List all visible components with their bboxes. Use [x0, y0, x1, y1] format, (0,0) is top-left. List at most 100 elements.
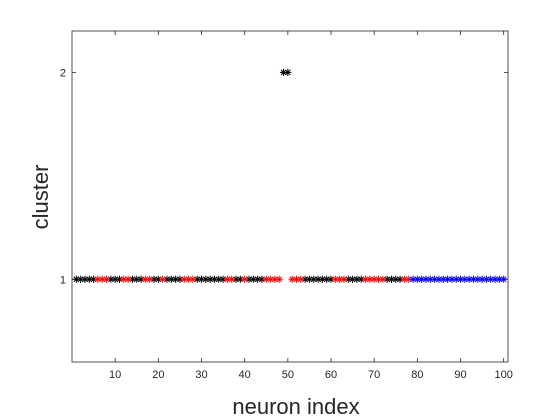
data-point-black [197, 275, 206, 283]
marker-stroke [354, 276, 360, 283]
marker-stroke [276, 276, 283, 283]
data-point-blue [418, 275, 426, 283]
marker-stroke [431, 276, 438, 283]
marker-stroke [440, 276, 447, 283]
marker-stroke [449, 276, 455, 283]
x-tick-label: 100 [495, 369, 513, 381]
marker-stroke [194, 276, 201, 283]
marker-stroke [198, 276, 205, 283]
marker-stroke [388, 276, 395, 283]
marker-stroke [159, 276, 166, 283]
x-axis-label: neuron index [232, 394, 359, 419]
marker-stroke [237, 276, 244, 283]
data-point-red [340, 275, 348, 283]
marker-stroke [146, 276, 153, 283]
marker-stroke [142, 276, 149, 283]
marker-stroke [250, 276, 257, 283]
data-point-red [184, 275, 193, 283]
marker-stroke [436, 276, 442, 283]
data-point-red [159, 275, 167, 283]
data-point-blue [431, 275, 439, 283]
marker-stroke [358, 276, 365, 283]
marker-stroke [470, 276, 477, 283]
marker-stroke [215, 276, 222, 283]
marker-stroke [284, 69, 291, 76]
data-point-red [189, 275, 197, 283]
marker-stroke [315, 276, 321, 283]
marker-stroke [112, 276, 119, 283]
marker-stroke [293, 276, 300, 283]
marker-stroke [133, 276, 140, 283]
data-point-red [124, 275, 132, 283]
data-point-black [249, 275, 257, 283]
data-point-black [206, 275, 214, 283]
marker-stroke [349, 276, 356, 283]
marker-stroke [371, 276, 378, 283]
data-point-black [327, 275, 335, 283]
marker-stroke [77, 276, 84, 283]
marker-stroke [151, 276, 157, 283]
plot-frame [71, 30, 509, 363]
marker-stroke [73, 276, 80, 283]
marker-stroke [375, 276, 382, 283]
marker-stroke [207, 276, 214, 283]
marker-stroke [164, 276, 170, 283]
marker-stroke [90, 276, 97, 283]
marker-stroke [267, 276, 274, 283]
marker-stroke [107, 276, 114, 283]
marker-stroke [289, 276, 296, 283]
data-point-red [288, 275, 296, 283]
marker-stroke [302, 276, 308, 283]
plot-area [71, 30, 509, 363]
marker-stroke [384, 276, 391, 283]
data-point-red [146, 275, 154, 283]
marker-stroke [168, 276, 175, 283]
marker-stroke [254, 276, 261, 283]
data-point-red [297, 275, 305, 283]
marker-stroke [401, 276, 408, 283]
data-point-red [405, 275, 413, 283]
marker-stroke [189, 276, 196, 283]
data-point-red [141, 275, 149, 283]
marker-stroke [496, 276, 503, 283]
marker-stroke [336, 276, 343, 283]
data-point-red [379, 275, 387, 283]
data-point-black [128, 275, 137, 283]
marker-stroke [82, 276, 88, 283]
marker-stroke [233, 276, 239, 283]
marker-stroke [461, 276, 468, 283]
marker-stroke [366, 276, 373, 283]
marker-stroke [246, 276, 252, 283]
y-tick-label: 2 [60, 67, 66, 79]
marker-stroke [500, 276, 507, 283]
x-tick-label: 10 [109, 369, 121, 381]
marker-stroke [228, 276, 235, 283]
marker-stroke [138, 276, 144, 283]
data-point-red [223, 275, 232, 283]
marker-stroke [86, 276, 93, 283]
data-point-blue [448, 275, 456, 283]
marker-stroke [427, 276, 434, 283]
marker-stroke [466, 276, 473, 283]
data-markers [72, 68, 508, 283]
data-point-red [361, 275, 370, 283]
x-tick-label: 70 [368, 369, 380, 381]
marker-stroke [95, 276, 101, 283]
marker-stroke [405, 276, 412, 283]
x-tick-label: 20 [152, 369, 164, 381]
data-point-black [215, 275, 223, 283]
marker-stroke [181, 276, 188, 283]
marker-stroke [297, 276, 304, 283]
data-point-blue [478, 275, 486, 283]
data-point-black [107, 275, 115, 283]
data-point-black [81, 275, 89, 283]
data-point-blue [491, 275, 499, 283]
x-tick-label: 90 [454, 369, 466, 381]
data-point-blue [435, 275, 443, 283]
marker-stroke [224, 276, 231, 283]
marker-stroke [125, 276, 131, 283]
marker-stroke [116, 276, 123, 283]
marker-stroke [444, 276, 451, 283]
x-tick-label: 80 [411, 369, 423, 381]
